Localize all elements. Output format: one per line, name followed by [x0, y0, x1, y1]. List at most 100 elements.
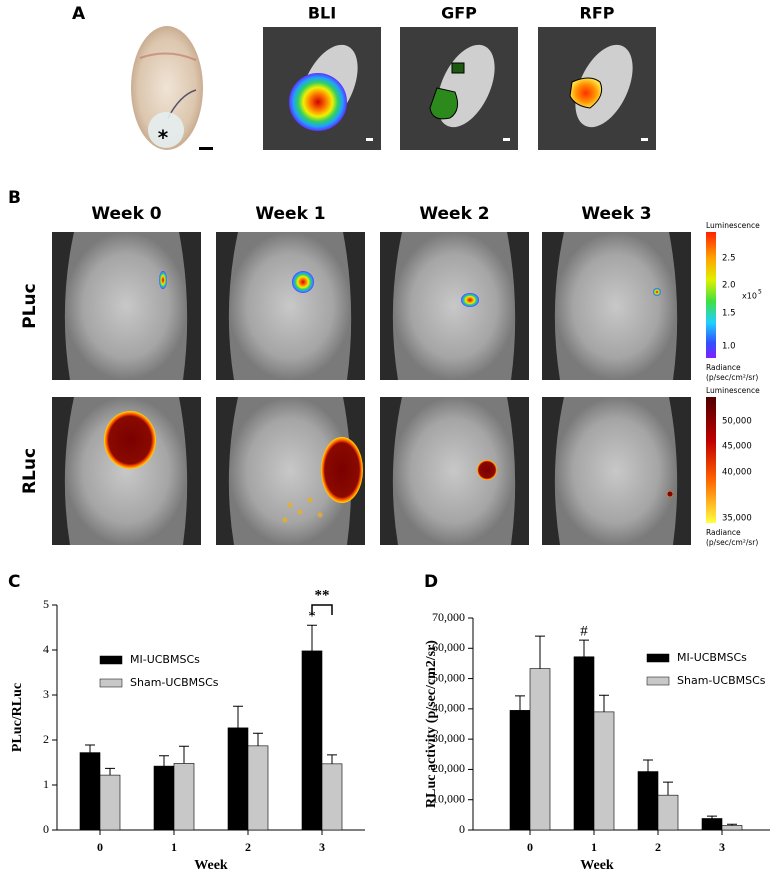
mouse-body: [554, 397, 678, 545]
colorbar: [706, 232, 716, 358]
legend-label: Sham-UCBMSCs: [130, 676, 219, 689]
gfp-signal: [451, 62, 465, 74]
channel-label: RFP: [580, 4, 615, 23]
bar: [173, 763, 195, 831]
colorbar-tick-label: 1.5: [722, 309, 736, 319]
panel-label: C: [8, 572, 20, 592]
y-tick-label: 2: [43, 732, 49, 746]
mouse-body: [228, 232, 352, 380]
error-bar: [663, 781, 673, 796]
x-tick-label: 0: [527, 840, 533, 854]
error-bar: [233, 705, 243, 728]
y-tick-label: 20,000: [432, 761, 465, 775]
pluc-signal: [461, 293, 479, 307]
mouse-body: [392, 397, 516, 545]
asterisk: *: [158, 126, 169, 150]
y-tick-label: 50,000: [432, 670, 465, 684]
legend-swatch: [99, 678, 123, 688]
colorbar-tick-label: 35,000: [722, 514, 752, 524]
bar: [321, 763, 343, 831]
gfp-signal: [429, 87, 459, 120]
error-bar: [307, 624, 317, 651]
bar: [509, 710, 531, 831]
mouse-body: [64, 232, 188, 380]
bar: [573, 656, 595, 831]
error-bar: [327, 754, 337, 764]
colorbar: [706, 397, 716, 523]
error-bar: [643, 759, 653, 772]
x-tick-label: 2: [245, 840, 251, 854]
y-tick-label: 4: [43, 642, 49, 656]
bar: [721, 825, 743, 831]
colorbar-title: Luminescence: [706, 221, 760, 230]
y-tick-label: 3: [43, 687, 49, 701]
colorbar-unit: (p/sec/cm²/sr): [706, 538, 758, 547]
error-bar: [579, 639, 589, 657]
x-tick-label: 0: [97, 840, 103, 854]
rluc-signal: [477, 460, 497, 480]
mouse-body: [228, 397, 352, 545]
annotation: **: [315, 587, 330, 603]
channel-label: BLI: [308, 4, 336, 23]
pluc-signal: [159, 271, 167, 289]
colorbar-unit-label: Radiance: [706, 528, 741, 537]
error-bar: [707, 815, 717, 819]
bar: [79, 752, 101, 831]
scale-bar: [199, 147, 213, 150]
x-tick-label: 1: [171, 840, 177, 854]
bar: [657, 794, 679, 831]
error-bar: [105, 767, 115, 776]
legend-label: Sham-UCBMSCs: [677, 674, 766, 687]
y-tick-label: 0: [43, 822, 49, 836]
bar: [153, 765, 175, 831]
y-tick-label: 0: [459, 822, 465, 836]
error-bar: [253, 732, 263, 746]
rluc-signal: [667, 491, 673, 497]
scale-bar: [503, 138, 510, 141]
panel-label: A: [72, 4, 86, 24]
colorbar-exponent: 5: [758, 289, 762, 296]
figure-content: A * BLI GFP RFP B Week 0 Week 1 Week 2 Week 3 PLuc…: [8, 4, 770, 873]
colorbar-tick-label: 2.5: [722, 254, 736, 264]
bar: [247, 745, 269, 831]
colorbar-unit-label: Radiance: [706, 363, 741, 372]
error-bar: [159, 755, 169, 767]
x-tick-label: 3: [319, 840, 325, 854]
bar: [637, 771, 659, 831]
colorbar-tick-label: 1.0: [722, 342, 736, 352]
y-axis-label: RLuc activity (p/sec/cm2/sr): [424, 640, 439, 808]
injection-site: [148, 112, 184, 148]
panel-label: B: [8, 188, 21, 208]
colorbar-tick-label: 40,000: [722, 468, 752, 478]
error-bar: [535, 635, 545, 669]
week-label: Week 3: [581, 204, 651, 224]
row-label: PLuc: [20, 283, 40, 328]
legend-swatch: [646, 653, 670, 663]
x-axis-label: Week: [194, 858, 228, 873]
channel-label: GFP: [441, 4, 477, 23]
colorbar-unit: (p/sec/cm²/sr): [706, 373, 758, 382]
colorbar-tick-label: 2.0: [722, 281, 736, 291]
rluc-signal: [104, 411, 156, 469]
mouse-body: [554, 232, 678, 380]
rluc-signal: [321, 437, 363, 503]
bar: [701, 818, 723, 831]
heart-vessel: [139, 52, 197, 61]
week-label: Week 0: [91, 204, 161, 224]
bar: [227, 727, 249, 831]
scale-bar: [641, 138, 648, 141]
mouse-body: [392, 232, 516, 380]
rluc-speckle: [317, 512, 323, 518]
x-tick-label: 2: [655, 840, 661, 854]
y-tick-label: 30,000: [432, 731, 465, 745]
y-axis-label: PLuc/RLuc: [10, 683, 25, 752]
colorbar-multiplier: x10: [742, 292, 757, 301]
week-label: Week 2: [419, 204, 489, 224]
colorbar-title: Luminescence: [706, 386, 760, 395]
y-tick-label: 10,000: [432, 791, 465, 805]
colorbar-tick-label: 45,000: [722, 442, 752, 452]
error-bar: [515, 695, 525, 711]
bar: [593, 711, 615, 831]
bar: [529, 668, 551, 831]
